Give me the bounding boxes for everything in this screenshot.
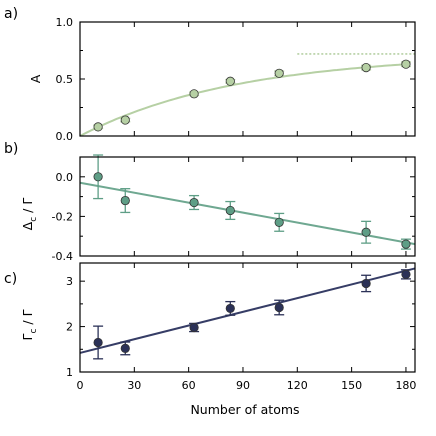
panel-a-frame bbox=[79, 21, 416, 137]
panel-b-data-point bbox=[274, 217, 284, 227]
panel-a-fit-curve bbox=[79, 63, 406, 137]
panel-a-ytick-label: 0.5 bbox=[56, 73, 74, 86]
x-axis-label: Number of atoms bbox=[190, 402, 299, 417]
panel-b-frame bbox=[79, 156, 416, 257]
panel-c-xtick-label: 60 bbox=[182, 379, 196, 392]
panel-c-ylabel: Γc / Γ bbox=[20, 309, 39, 340]
panel-b-ylabel: Δc / Γ bbox=[20, 198, 39, 231]
panel-b-data-point bbox=[361, 227, 371, 237]
panel-a-data-point bbox=[274, 68, 284, 78]
panel-b-data-point bbox=[189, 197, 199, 208]
panel-b-data-point bbox=[120, 195, 130, 206]
panel-c-xtick-label: 0 bbox=[77, 379, 84, 392]
panel-b-ytick-label: 0.0 bbox=[56, 171, 74, 184]
panel-a-label: a) bbox=[4, 6, 18, 22]
panel-a-data-point bbox=[225, 76, 235, 86]
panel-c-ylabel-sub: c bbox=[29, 329, 39, 334]
panel-c-ytick-label: 1 bbox=[66, 366, 73, 379]
panel-a-data-point bbox=[401, 59, 411, 69]
panel-c-xtick-label: 180 bbox=[395, 379, 416, 392]
panel-c-data-point bbox=[225, 303, 235, 314]
panel-c-data-point bbox=[401, 269, 411, 279]
panel-c-data-point bbox=[189, 322, 199, 333]
panel-c-data-point bbox=[274, 302, 284, 313]
panel-b-fit-line bbox=[79, 181, 416, 246]
panel-a: a) A 0.0 0.5 1.0 bbox=[4, 6, 416, 143]
panel-c-data-point bbox=[120, 343, 130, 353]
panel-a-ytick-label: 0.0 bbox=[56, 130, 74, 143]
panel-b-label: b) bbox=[4, 141, 18, 157]
panel-c-xtick-label: 150 bbox=[341, 379, 362, 392]
panel-b-ytick-label: -0.2 bbox=[52, 210, 73, 223]
panel-a-data-point bbox=[120, 115, 130, 125]
panel-a-ytick-label: 1.0 bbox=[56, 16, 74, 29]
panel-a-data-point bbox=[189, 89, 199, 99]
panel-c-data-point bbox=[93, 337, 103, 348]
panel-a-data-point bbox=[93, 122, 103, 132]
panel-c-frame bbox=[79, 262, 416, 373]
panel-b-data-point bbox=[401, 239, 411, 249]
panel-c-fit-line bbox=[79, 267, 416, 354]
panel-a-ylabel: A bbox=[28, 74, 43, 83]
panel-b-data-point bbox=[225, 205, 235, 216]
panel-a-data-point bbox=[361, 62, 371, 73]
panel-c-data-point bbox=[361, 278, 371, 289]
panel-c-xtick-label: 120 bbox=[287, 379, 308, 392]
panel-c-ytick-label: 2 bbox=[66, 321, 73, 334]
panel-c-xtick-label: 30 bbox=[127, 379, 141, 392]
panel-b-ytick-label: -0.4 bbox=[52, 250, 73, 263]
panel-b-data-point bbox=[93, 172, 103, 182]
panel-c-label: c) bbox=[4, 271, 17, 287]
panel-b-ylabel-sub: c bbox=[29, 217, 39, 222]
panel-b: b) Δc / Γ 0.0 -0.2 -0.4 bbox=[4, 141, 416, 263]
panel-c-ytick-label: 3 bbox=[66, 275, 73, 288]
panel-c-xtick-label: 90 bbox=[236, 379, 250, 392]
